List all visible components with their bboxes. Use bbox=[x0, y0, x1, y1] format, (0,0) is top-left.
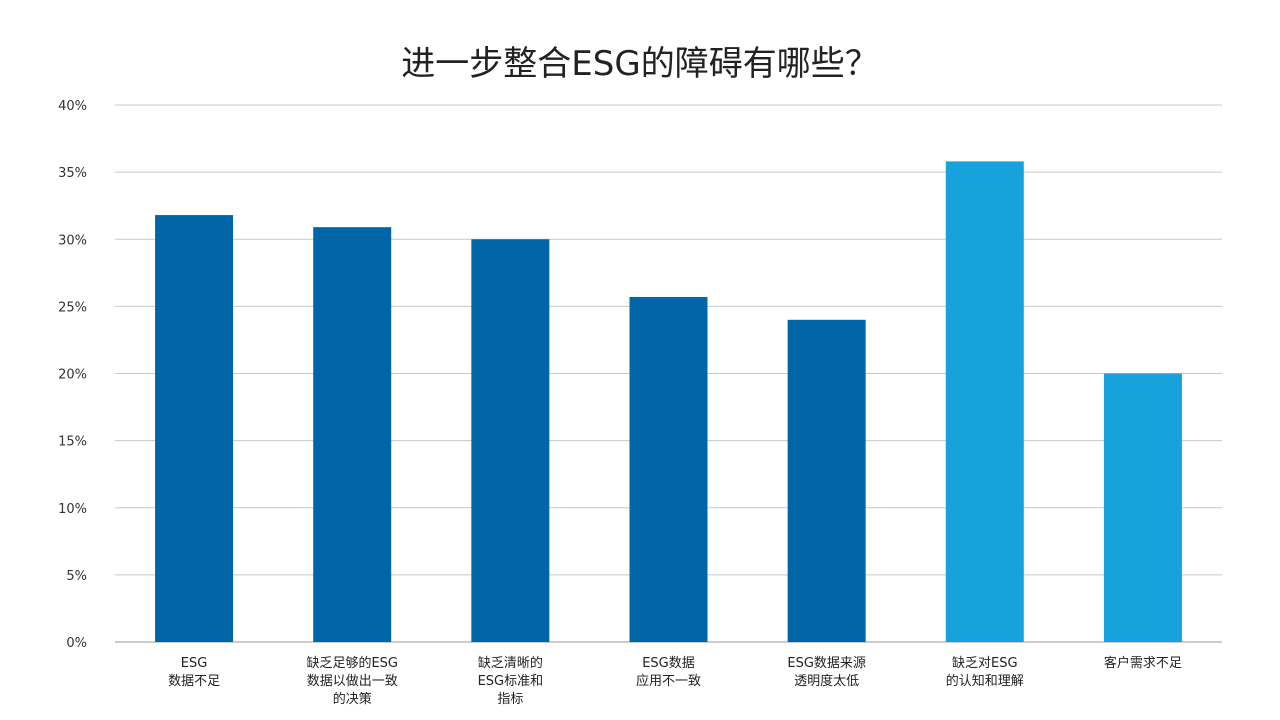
y-tick-label: 0% bbox=[66, 636, 87, 651]
bar bbox=[1103, 373, 1182, 642]
x-tick-label-line: 指标 bbox=[497, 692, 523, 707]
x-tick-label-line: ESG数据 bbox=[642, 656, 695, 671]
y-tick-label: 25% bbox=[58, 300, 87, 315]
y-tick-label: 30% bbox=[58, 233, 87, 248]
y-tick-label: 20% bbox=[58, 368, 87, 383]
x-tick-label-line: ESG数据来源 bbox=[787, 656, 866, 671]
bars bbox=[155, 161, 1182, 643]
x-tick-label-line: 的认知和理解 bbox=[946, 673, 1024, 689]
bar bbox=[313, 227, 392, 643]
x-tick-label-line: 的决策 bbox=[333, 691, 372, 707]
x-tick-label-line: ESG标准和 bbox=[478, 674, 544, 689]
x-tick-label: ESG 数据不足 bbox=[168, 656, 220, 689]
x-tick-label-line: 数据不足 bbox=[168, 674, 220, 689]
y-tick-label: 5% bbox=[66, 569, 87, 584]
y-tick-label: 40% bbox=[58, 99, 87, 114]
bar bbox=[945, 161, 1024, 642]
x-tick-label-line: 数据以做出一致 bbox=[307, 674, 398, 689]
y-tick-label: 10% bbox=[58, 502, 87, 517]
bar bbox=[629, 296, 708, 642]
y-tick-label: 35% bbox=[58, 166, 87, 181]
x-tick-label-line: 缺乏对ESG bbox=[952, 656, 1018, 671]
chart-title: 进一步整合ESG的障碍有哪些？ bbox=[401, 44, 879, 84]
x-tick-label-line: 应用不一致 bbox=[636, 673, 701, 689]
x-tick-label-line: 缺乏足够的ESG bbox=[306, 655, 398, 671]
y-axis-ticks: 0% 5% 10% 15% 20% 25% 30% 35% 40% bbox=[58, 99, 87, 651]
x-tick-label-line: 缺乏清晰的 bbox=[478, 655, 543, 671]
bar bbox=[155, 215, 234, 642]
x-tick-label-line: ESG bbox=[181, 656, 208, 671]
x-tick-label: 缺乏对ESG 的认知和理解 bbox=[946, 656, 1024, 689]
bar bbox=[787, 319, 866, 642]
x-tick-label-line: 客户需求不足 bbox=[1104, 655, 1182, 671]
x-tick-label: 客户需求不足 bbox=[1104, 655, 1182, 671]
y-tick-label: 15% bbox=[58, 435, 87, 450]
bar bbox=[471, 239, 550, 642]
x-tick-label-line: 透明度太低 bbox=[794, 673, 859, 689]
